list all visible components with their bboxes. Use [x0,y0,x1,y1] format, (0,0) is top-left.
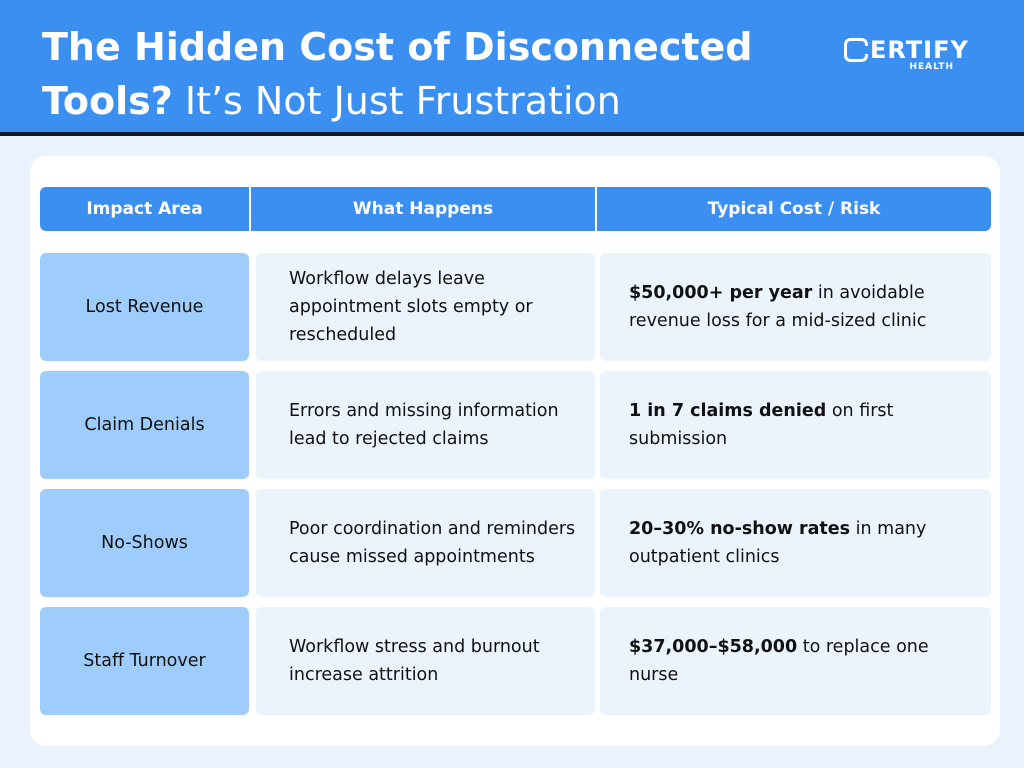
table-row-no-shows-area: No-Shows [40,489,249,597]
logo-subtext: HEALTH [909,62,954,72]
cost-highlight: 20–30% no-show rates [629,519,851,539]
page-title: The Hidden Cost of Disconnected Tools? I… [42,20,753,128]
cost-detail: in avoidable revenue loss for a mid-size… [629,283,927,331]
title-line-1: The Hidden Cost of Disconnected [42,25,753,69]
cost-highlight: $50,000+ per year [629,283,813,303]
column-header-what-happens: What Happens [251,187,597,231]
table-row-staff-turnover-happens: Workflow stress and burnout increase att… [256,607,595,715]
logo-wordmark: ERTIFY [870,36,969,64]
title-line-2-light: It’s Not Just Frustration [172,79,621,123]
column-header-impact-area: Impact Area [40,187,251,231]
table-header: Impact Area What Happens Typical Cost / … [40,187,991,231]
table-row-no-shows-happens: Poor coordination and reminders cause mi… [256,489,595,597]
certify-health-logo: ERTIFY HEALTH [844,36,984,76]
cost-detail: in many outpatient clinics [629,519,927,567]
table-row-claim-denials-cost: 1 in 7 claims denied on first submission [600,371,991,479]
table-row-lost-revenue-area: Lost Revenue [40,253,249,361]
happens-text: Workflow stress and burnout increase att… [289,637,540,685]
happens-text: Errors and missing information lead to r… [289,401,559,449]
table-row-claim-denials-happens: Errors and missing information lead to r… [256,371,595,479]
table-row-staff-turnover-area: Staff Turnover [40,607,249,715]
table-row-lost-revenue-cost: $50,000+ per year in avoidable revenue l… [600,253,991,361]
title-line-2-bold: Tools? [42,79,173,123]
header-banner: The Hidden Cost of Disconnected Tools? I… [0,0,1024,136]
table-row-lost-revenue-happens: Workflow delays leave appointment slots … [256,253,595,361]
table-row-staff-turnover-cost: $37,000–$58,000 to replace one nurse [600,607,991,715]
cost-highlight: 1 in 7 claims denied [629,401,827,421]
table-row-claim-denials-area: Claim Denials [40,371,249,479]
table-row-no-shows-cost: 20–30% no-show rates in many outpatient … [600,489,991,597]
cost-detail: to replace one nurse [629,637,929,685]
cost-highlight: $37,000–$58,000 [629,637,798,657]
happens-text: Poor coordination and reminders cause mi… [289,519,576,567]
column-header-typical-cost: Typical Cost / Risk [707,199,881,219]
logo-c-icon [844,38,868,62]
cost-detail: on first submission [629,401,894,449]
happens-text: Workflow delays leave appointment slots … [289,269,533,345]
